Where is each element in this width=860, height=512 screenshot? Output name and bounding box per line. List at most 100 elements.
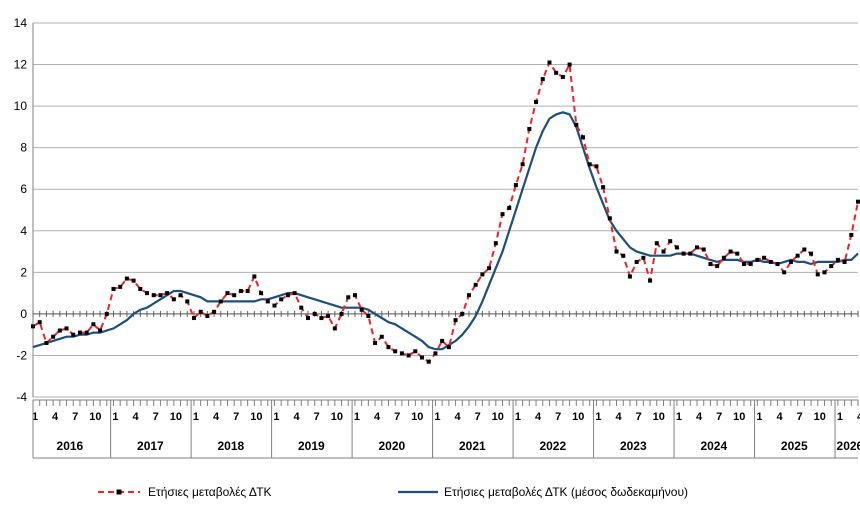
data-point-annual-cpi: [728, 249, 733, 254]
data-point-annual-cpi: [581, 135, 585, 140]
data-point-annual-cpi: [835, 257, 840, 262]
x-year-label: 2026: [837, 439, 860, 453]
data-point-annual-cpi: [245, 289, 250, 294]
data-point-annual-cpi: [688, 251, 693, 256]
data-point-annual-cpi: [460, 311, 465, 316]
data-point-annual-cpi: [795, 253, 800, 258]
x-month-label: 7: [72, 411, 78, 423]
data-point-annual-cpi: [493, 241, 498, 246]
data-point-annual-cpi: [165, 291, 170, 296]
legend-label-cpi-12m-avg: Ετήσιες μεταβολές ΔΤΚ (μέσος δωδεκαμήνου…: [444, 485, 688, 499]
x-month-label: 1: [837, 411, 843, 423]
data-point-annual-cpi: [332, 326, 337, 331]
x-year-label: 2017: [137, 439, 164, 453]
x-month-label: 4: [213, 411, 220, 423]
x-month-label: 4: [857, 411, 860, 423]
x-month-label: 10: [170, 411, 182, 423]
x-year-label: 2021: [459, 439, 486, 453]
y-tick-label: 14: [14, 16, 28, 30]
data-point-annual-cpi: [614, 249, 619, 254]
data-point-annual-cpi: [715, 264, 720, 269]
data-point-annual-cpi: [601, 185, 606, 190]
data-point-annual-cpi: [37, 320, 42, 325]
data-point-annual-cpi: [815, 272, 820, 277]
data-point-annual-cpi: [856, 199, 860, 204]
x-month-label: 1: [434, 411, 440, 423]
data-point-annual-cpi: [158, 293, 163, 298]
x-month-label: 7: [153, 411, 159, 423]
data-point-annual-cpi: [299, 305, 304, 310]
data-point-annual-cpi: [654, 241, 659, 246]
x-year-label: 2016: [57, 439, 84, 453]
data-point-annual-cpi: [762, 255, 767, 260]
data-point-annual-cpi: [98, 328, 103, 333]
data-point-annual-cpi: [111, 286, 116, 291]
x-month-label: 4: [535, 411, 542, 423]
data-point-annual-cpi: [681, 251, 686, 256]
data-point-annual-cpi: [748, 262, 753, 267]
data-point-annual-cpi: [145, 291, 150, 296]
data-point-annual-cpi: [104, 311, 109, 316]
data-point-annual-cpi: [326, 313, 331, 318]
y-tick-label: 0: [20, 307, 27, 321]
x-month-label: 4: [52, 411, 59, 423]
x-month-label: 7: [716, 411, 722, 423]
x-month-label: 1: [515, 411, 521, 423]
data-point-annual-cpi: [51, 334, 56, 339]
legend-label-annual-cpi: Ετήσιες μεταβολές ΔΤΚ: [148, 485, 272, 499]
data-point-annual-cpi: [708, 262, 713, 267]
x-axis: 1 4 7 10 1 4 7 10 1 4 7 10 1 4 7 10 1 4 7 10 1 4 7 10 1 4 7 10 1 4 7 10…: [32, 399, 860, 459]
data-point-annual-cpi: [634, 259, 639, 264]
data-point-annual-cpi: [339, 311, 344, 316]
x-year-label: 2020: [378, 439, 405, 453]
data-point-annual-cpi: [775, 262, 780, 267]
data-point-annual-cpi: [507, 205, 512, 210]
x-month-label: 7: [233, 411, 239, 423]
x-month-label: 4: [615, 411, 622, 423]
data-point-annual-cpi: [312, 311, 317, 316]
data-point-annual-cpi: [232, 293, 237, 298]
x-month-label: 7: [555, 411, 561, 423]
x-month-label: 7: [314, 411, 320, 423]
data-point-annual-cpi: [567, 62, 572, 67]
x-month-label: 1: [112, 411, 118, 423]
data-point-annual-cpi: [352, 293, 357, 298]
data-point-annual-cpi: [782, 270, 787, 275]
data-point-annual-cpi: [547, 60, 552, 65]
data-point-annual-cpi: [453, 318, 458, 323]
data-point-annual-cpi: [171, 297, 176, 302]
y-tick-label: 10: [14, 99, 28, 113]
data-point-annual-cpi: [446, 345, 451, 350]
data-point-annual-cpi: [473, 282, 478, 287]
x-month-label: 10: [331, 411, 343, 423]
data-point-annual-cpi: [440, 338, 445, 343]
legend-marker-annual-cpi: [116, 489, 122, 495]
data-point-annual-cpi: [513, 183, 518, 188]
data-point-annual-cpi: [178, 293, 183, 298]
x-month-label: 10: [250, 411, 262, 423]
data-point-annual-cpi: [802, 247, 807, 252]
x-year-label: 2019: [298, 439, 325, 453]
data-point-annual-cpi: [218, 299, 223, 304]
x-month-label: 4: [776, 411, 783, 423]
data-point-annual-cpi: [674, 245, 679, 250]
y-axis-tick-labels: -4 -2 0 2 4 6 8 10 12 14: [14, 16, 28, 404]
data-point-annual-cpi: [433, 351, 438, 356]
data-point-annual-cpi: [788, 259, 793, 264]
data-point-annual-cpi: [84, 330, 89, 335]
y-tick-label: 12: [14, 58, 28, 72]
data-point-annual-cpi: [64, 326, 69, 331]
data-point-annual-cpi: [648, 278, 653, 283]
data-point-annual-cpi: [346, 295, 351, 300]
data-point-annual-cpi: [641, 255, 646, 260]
x-month-label: 4: [696, 411, 703, 423]
x-month-label: 10: [572, 411, 584, 423]
x-month-label: 1: [193, 411, 199, 423]
x-month-label: 7: [636, 411, 642, 423]
data-point-annual-cpi: [393, 349, 398, 354]
data-point-annual-cpi: [540, 77, 545, 82]
data-point-annual-cpi: [292, 291, 297, 296]
data-point-annual-cpi: [151, 293, 156, 298]
data-point-annual-cpi: [386, 345, 391, 350]
data-point-annual-cpi: [225, 291, 230, 296]
